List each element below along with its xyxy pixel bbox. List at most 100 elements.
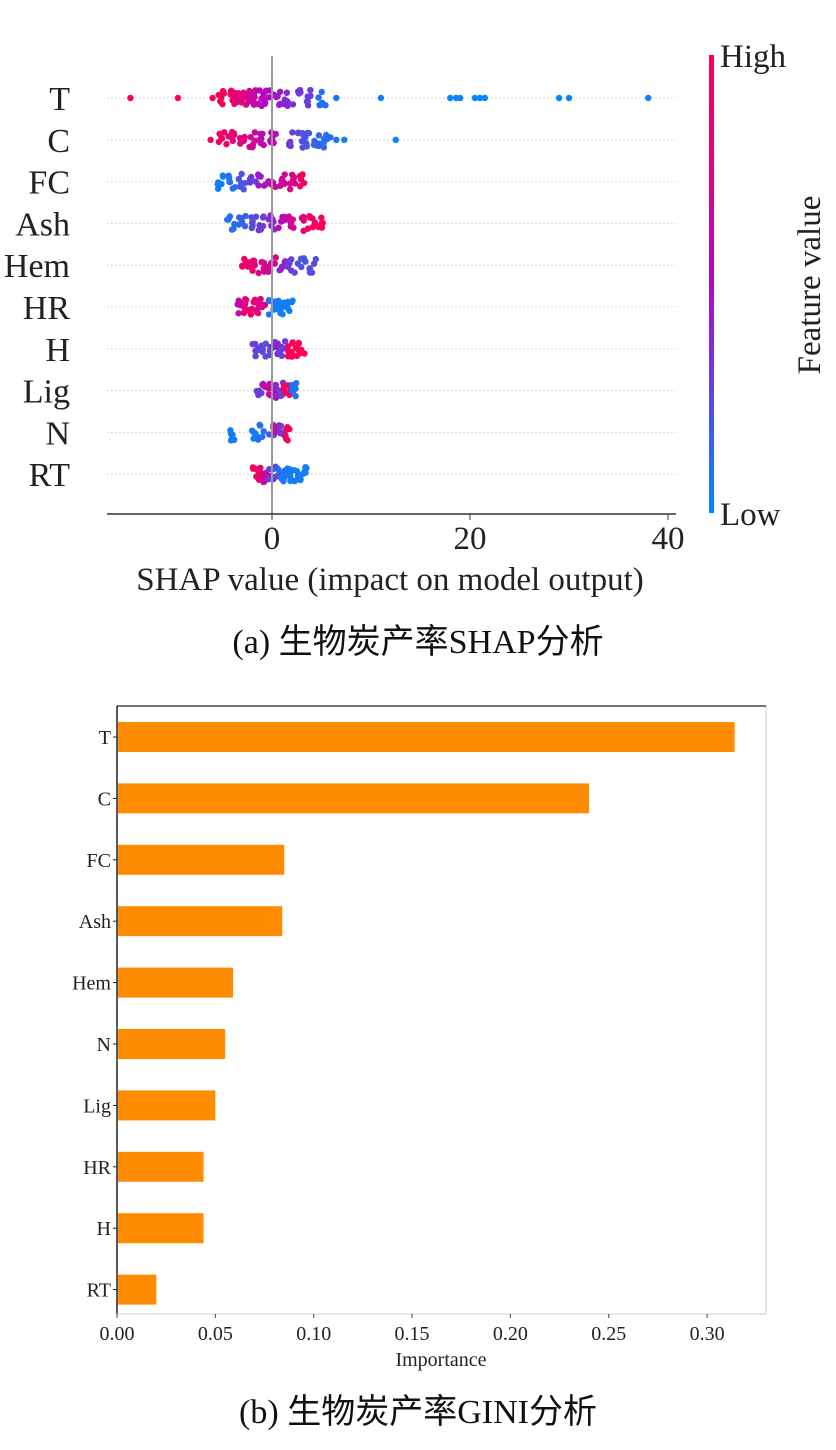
shap-point <box>286 186 294 193</box>
shap-point <box>232 99 240 106</box>
gini-x-tick-label: 0.20 <box>493 1323 528 1345</box>
gini-x-tick-label: 0.00 <box>100 1323 135 1345</box>
shap-point <box>272 381 279 389</box>
shap-point <box>333 136 340 143</box>
shap-point <box>316 101 323 109</box>
shap-point <box>256 87 263 94</box>
shap-point <box>240 137 248 144</box>
shap-feature-label: Hem <box>4 248 70 285</box>
shap-point <box>289 129 296 136</box>
gini-category-label: FC <box>87 850 111 872</box>
shap-point <box>246 306 253 314</box>
gini-category-label: Ash <box>79 911 111 933</box>
gini-category-label: RT <box>87 1280 111 1302</box>
shap-point <box>251 129 259 136</box>
shap-point <box>207 136 214 143</box>
shap-point <box>225 175 233 182</box>
shap-point <box>238 170 245 178</box>
gini-bar <box>118 1151 204 1182</box>
shap-point <box>260 213 267 220</box>
shap-point <box>261 97 268 105</box>
shap-point <box>289 101 297 108</box>
shap-point <box>288 256 295 263</box>
shap-point <box>471 94 479 102</box>
shap-point <box>255 182 262 189</box>
shap-point <box>297 476 304 484</box>
shap-point <box>287 220 295 227</box>
shap-point <box>292 392 299 400</box>
shap-point <box>283 89 291 96</box>
shap-point <box>275 298 282 305</box>
shap-point <box>217 98 224 105</box>
shap-feature-label: N <box>45 415 70 452</box>
shap-point <box>447 94 454 102</box>
shap-point <box>645 94 652 102</box>
shap-feature-label: T <box>49 81 70 118</box>
shap-feature-label: C <box>47 123 70 160</box>
shap-point <box>308 269 316 276</box>
shap-point <box>296 86 304 94</box>
shap-point <box>259 345 267 353</box>
shap-point <box>259 433 266 441</box>
shap-feature-label: FC <box>28 165 70 202</box>
shap-x-tick-label: 0 <box>264 521 281 557</box>
shap-point <box>307 86 314 94</box>
shap-point <box>300 136 307 144</box>
shap-point <box>219 87 227 95</box>
shap-point <box>304 97 311 105</box>
shap-x-ticks: 0 20 40 <box>264 514 685 557</box>
shap-point <box>265 94 273 101</box>
shap-point <box>247 133 254 141</box>
shap-point <box>259 130 266 137</box>
shap-feature-label: H <box>45 332 70 369</box>
colorbar-high-label: High <box>720 39 787 75</box>
shap-point <box>256 387 263 395</box>
shap-point <box>284 263 292 271</box>
shap-point <box>257 464 264 472</box>
gini-category-label: N <box>97 1034 111 1056</box>
gini-x-ticks: 0.00 0.05 0.10 0.15 0.20 0.25 0.30 <box>100 1314 725 1345</box>
shap-point <box>258 258 265 266</box>
shap-point <box>256 300 263 308</box>
shap-point <box>284 343 292 350</box>
shap-point <box>218 135 225 143</box>
shap-point <box>280 100 287 108</box>
shap-point <box>293 379 300 387</box>
gini-category-label: C <box>98 788 111 810</box>
shap-point <box>282 426 290 433</box>
shap-feature-label: Ash <box>15 206 70 243</box>
gini-bar <box>118 844 285 875</box>
shap-point <box>249 257 256 264</box>
shap-feature-labels: TC FC Ash Hem HR H Lig N RT <box>4 81 70 494</box>
shap-point <box>476 94 484 102</box>
shap-point <box>281 171 288 178</box>
shap-point <box>303 464 310 472</box>
gini-category-label: HR <box>83 1157 111 1179</box>
caption-a: (a) 生物炭产率SHAP分析 <box>232 624 604 661</box>
shap-point <box>223 140 230 148</box>
shap-point <box>377 94 385 102</box>
shap-point <box>228 226 236 233</box>
shap-point <box>241 179 249 187</box>
shap-point <box>312 255 320 263</box>
shap-point <box>296 182 304 190</box>
shap-point <box>318 214 325 221</box>
shap-point <box>255 269 262 277</box>
shap-point <box>239 263 246 270</box>
shap-point <box>216 130 223 138</box>
shap-point <box>288 387 295 395</box>
shap-point <box>276 88 284 95</box>
shap-point <box>260 428 267 435</box>
shap-point <box>278 352 286 360</box>
shap-point <box>315 94 322 101</box>
shap-point <box>257 226 264 233</box>
shap-point <box>306 212 313 220</box>
shap-point <box>277 307 284 315</box>
shap-point <box>392 136 399 143</box>
shap-point <box>286 140 293 148</box>
shap-point <box>275 224 282 231</box>
shap-point <box>284 304 291 312</box>
shap-point <box>281 338 289 345</box>
gini-category-label: H <box>97 1218 111 1240</box>
shap-feature-label: RT <box>29 457 71 494</box>
